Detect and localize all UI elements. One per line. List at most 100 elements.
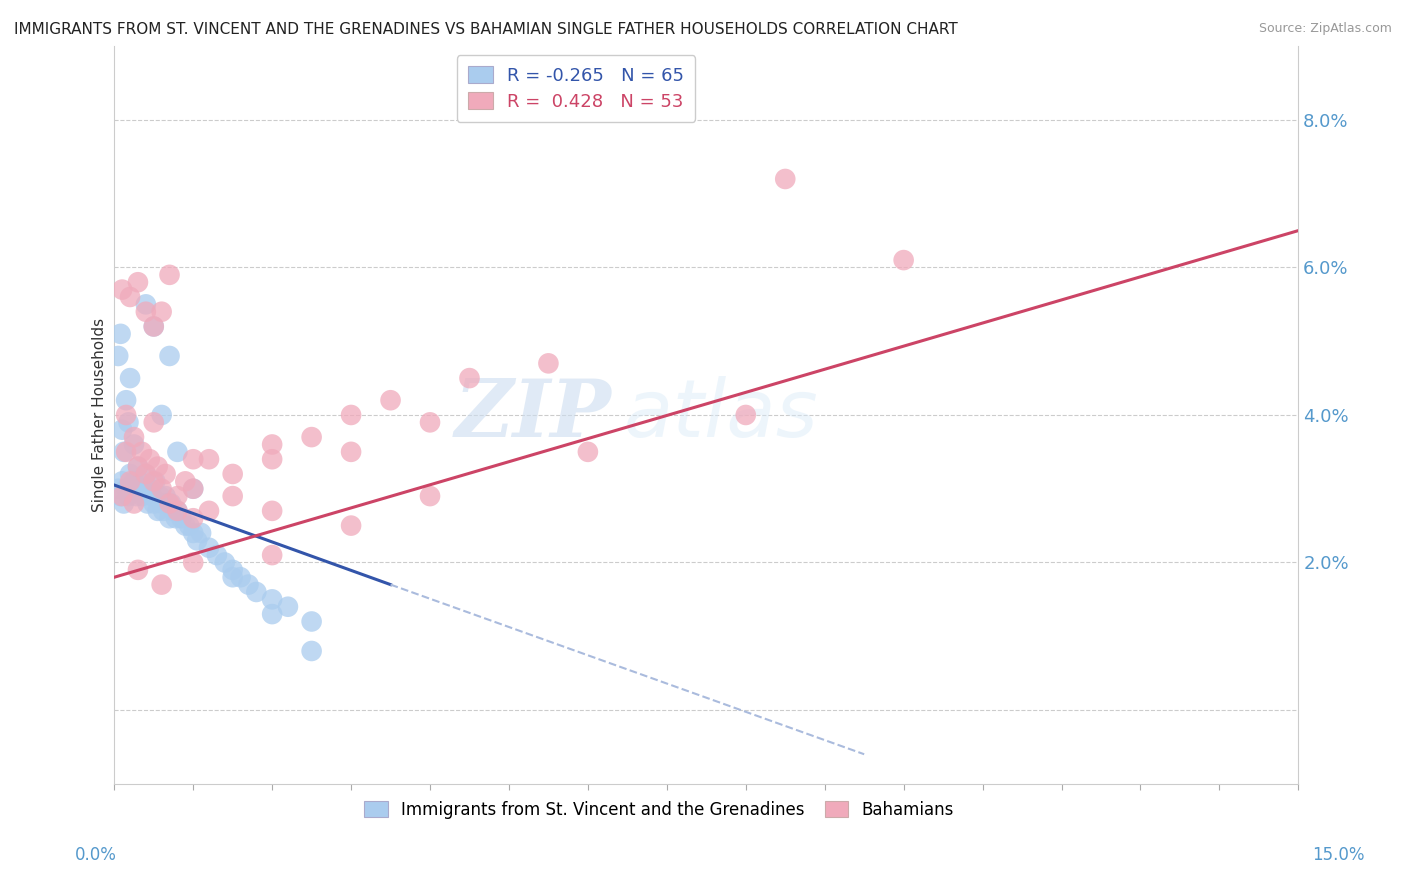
Point [150,577,173,591]
Point [143,475,166,489]
Point [152,504,174,518]
Point [186,533,208,548]
Point [262,452,284,467]
Point [115,482,138,496]
Point [893,253,915,268]
Point [458,371,481,385]
Point [181,526,204,541]
Point [537,356,560,370]
Point [734,408,756,422]
Text: Source: ZipAtlas.com: Source: ZipAtlas.com [1258,22,1392,36]
Point [139,452,162,467]
Point [205,548,228,562]
Point [110,326,132,341]
Point [136,496,159,510]
Point [107,349,129,363]
Point [120,467,142,481]
Point [262,437,284,451]
Point [773,172,796,186]
Point [221,563,243,577]
Point [198,541,221,555]
Point [221,467,243,481]
Point [112,496,135,510]
Point [120,371,142,385]
Point [165,511,187,525]
Text: 0.0%: 0.0% [75,846,117,863]
Text: IMMIGRANTS FROM ST. VINCENT AND THE GRENADINES VS BAHAMIAN SINGLE FATHER HOUSEHO: IMMIGRANTS FROM ST. VINCENT AND THE GREN… [14,22,957,37]
Point [120,290,142,304]
Point [139,482,162,496]
Point [111,475,134,489]
Point [122,475,145,489]
Point [277,599,299,614]
Point [131,445,153,459]
Point [155,489,177,503]
Point [122,496,145,510]
Point [198,452,221,467]
Point [262,548,284,562]
Point [135,467,157,481]
Point [122,430,145,444]
Point [301,615,323,629]
Point [159,496,181,510]
Point [245,585,267,599]
Point [262,592,284,607]
Point [141,489,163,503]
Point [221,570,243,584]
Point [142,475,165,489]
Point [117,415,139,429]
Point [262,607,284,621]
Point [301,430,323,444]
Point [121,482,143,496]
Text: atlas: atlas [623,376,818,454]
Point [111,283,134,297]
Point [340,518,363,533]
Point [134,482,156,496]
Point [150,482,173,496]
Legend: Immigrants from St. Vincent and the Grenadines, Bahamians: Immigrants from St. Vincent and the Gren… [356,792,962,827]
Point [181,482,204,496]
Point [174,475,197,489]
Point [127,459,149,474]
Point [111,423,134,437]
Point [170,511,193,525]
Point [135,304,157,318]
Point [159,511,181,525]
Point [159,349,181,363]
Y-axis label: Single Father Households: Single Father Households [93,318,107,512]
Point [111,489,134,503]
Point [229,570,252,584]
Point [159,268,181,282]
Point [112,445,135,459]
Text: ZIP: ZIP [454,376,612,454]
Point [146,504,169,518]
Point [156,496,179,510]
Point [238,577,260,591]
Point [115,445,138,459]
Point [181,556,204,570]
Point [120,475,142,489]
Point [166,489,188,503]
Point [174,518,197,533]
Point [190,526,212,541]
Point [301,644,323,658]
Point [115,393,138,408]
Point [166,504,188,518]
Point [181,452,204,467]
Point [380,393,402,408]
Point [179,518,201,533]
Point [110,489,132,503]
Point [214,556,236,570]
Point [142,415,165,429]
Point [150,408,173,422]
Point [160,496,183,510]
Point [127,275,149,289]
Point [419,489,441,503]
Point [122,437,145,451]
Point [340,408,363,422]
Point [127,482,149,496]
Point [150,304,173,318]
Point [149,489,172,503]
Point [142,319,165,334]
Point [419,415,441,429]
